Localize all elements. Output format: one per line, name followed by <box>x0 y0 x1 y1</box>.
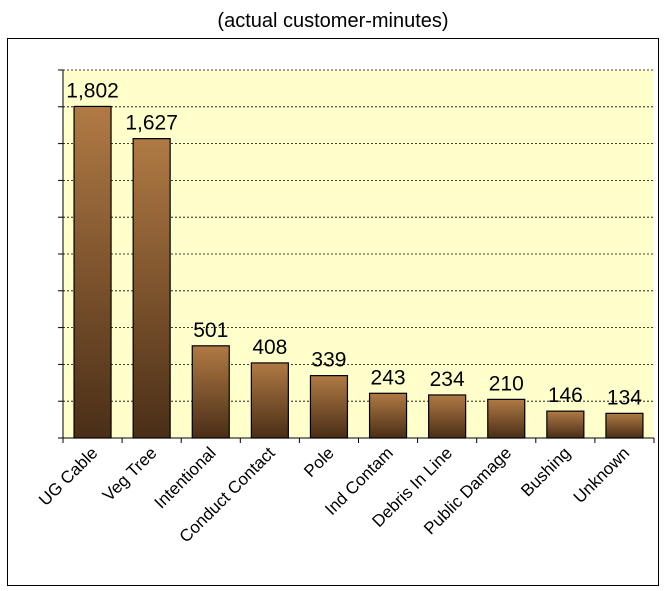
bar <box>605 412 644 439</box>
data-label: 243 <box>371 366 406 389</box>
data-label: 234 <box>430 368 465 391</box>
data-label: 134 <box>607 386 642 409</box>
data-label: 146 <box>548 384 583 407</box>
bar <box>487 398 526 439</box>
bars <box>73 105 644 439</box>
chart-title: (actual customer-minutes) <box>217 10 449 32</box>
x-tick-label: Pole <box>300 443 337 480</box>
bar <box>73 105 112 439</box>
data-label: 1,802 <box>66 79 119 102</box>
bar <box>132 138 171 439</box>
axes <box>58 69 655 443</box>
value-labels: 1,802 1,627 501 408 339 243 234 210 146 134 <box>66 79 642 409</box>
data-label: 210 <box>489 372 524 395</box>
bar <box>546 410 585 439</box>
data-label: 408 <box>252 336 287 359</box>
bar <box>250 362 289 439</box>
data-label: 1,627 <box>125 112 178 135</box>
x-tick-label: UG Cable <box>35 443 101 509</box>
bar <box>368 392 408 439</box>
bar <box>309 375 349 439</box>
data-label: 339 <box>311 349 346 372</box>
x-tick-label: Unknown <box>570 443 634 507</box>
bar <box>428 394 467 439</box>
bar <box>191 345 230 439</box>
x-tick-label: Veg Tree <box>99 443 161 505</box>
data-label: 501 <box>193 319 228 342</box>
x-tick-label: Bushing <box>517 443 574 500</box>
gridlines <box>63 69 654 402</box>
